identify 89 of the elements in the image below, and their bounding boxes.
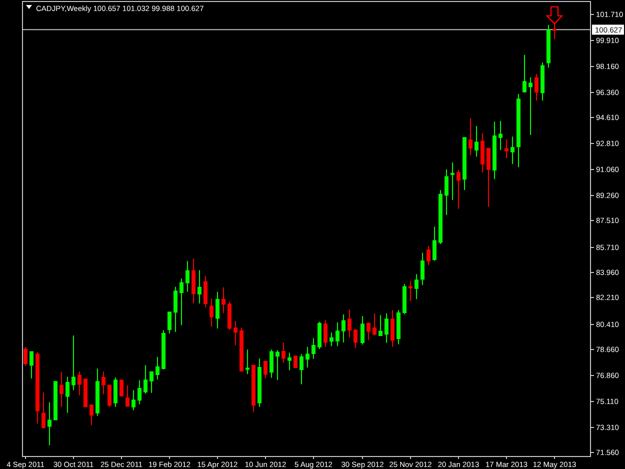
candlestick bbox=[360, 316, 364, 346]
candlestick bbox=[528, 76, 532, 136]
candlestick bbox=[330, 332, 334, 347]
candlestick bbox=[468, 118, 472, 156]
candlestick bbox=[150, 371, 154, 394]
candlestick bbox=[138, 380, 142, 405]
candlestick bbox=[162, 330, 166, 370]
candlestick bbox=[174, 286, 178, 332]
candlestick bbox=[72, 334, 76, 391]
candlestick bbox=[462, 136, 466, 190]
candlestick bbox=[492, 121, 496, 180]
candlestick bbox=[210, 298, 214, 328]
candlestick bbox=[114, 377, 118, 408]
candlestick bbox=[438, 189, 442, 245]
candlestick bbox=[228, 301, 232, 331]
candlestick bbox=[240, 327, 244, 372]
candlestick bbox=[300, 354, 304, 385]
candlestick bbox=[426, 245, 430, 266]
candlestick bbox=[252, 364, 256, 412]
candlestick bbox=[516, 94, 520, 168]
candlestick bbox=[186, 260, 190, 292]
candlestick bbox=[342, 314, 346, 343]
candlestick bbox=[192, 258, 196, 304]
candlestick bbox=[234, 320, 238, 346]
candlestick bbox=[276, 350, 280, 381]
candlestick bbox=[414, 274, 418, 300]
candlestick bbox=[66, 376, 70, 414]
candlestick bbox=[504, 138, 508, 159]
candlestick bbox=[378, 314, 382, 336]
candlestick bbox=[456, 170, 460, 210]
candlestick bbox=[144, 364, 148, 394]
candlestick bbox=[54, 380, 58, 421]
candlestick bbox=[306, 346, 310, 368]
candlestick bbox=[486, 147, 490, 208]
candlestick bbox=[396, 310, 400, 345]
candlestick bbox=[474, 126, 478, 158]
candlestick bbox=[216, 291, 220, 330]
candlestick bbox=[372, 312, 376, 336]
candlestick bbox=[540, 62, 544, 102]
candlestick bbox=[102, 371, 106, 395]
candlestick bbox=[384, 312, 388, 344]
candlestick bbox=[510, 136, 514, 164]
candlestick bbox=[450, 162, 454, 201]
candlestick bbox=[420, 252, 424, 286]
candlestick bbox=[180, 278, 184, 326]
candlestick bbox=[246, 348, 250, 375]
candlestick bbox=[408, 280, 412, 302]
candlestick bbox=[96, 368, 100, 416]
candlestick bbox=[282, 342, 286, 364]
candlestick bbox=[270, 348, 274, 378]
candlestick bbox=[336, 322, 340, 347]
candlestick bbox=[84, 378, 88, 408]
candlestick bbox=[156, 356, 160, 380]
candlestick bbox=[204, 276, 208, 308]
candlestick bbox=[312, 338, 316, 360]
candlestick bbox=[294, 355, 298, 368]
candlestick bbox=[60, 372, 64, 408]
candlestick bbox=[366, 322, 370, 341]
candlestick bbox=[222, 286, 226, 314]
candlestick bbox=[546, 24, 550, 68]
candlestick bbox=[90, 404, 94, 426]
candlestick bbox=[78, 371, 82, 396]
candlestick bbox=[126, 384, 130, 408]
candlestick bbox=[24, 346, 28, 366]
candlestick bbox=[534, 73, 538, 102]
candlestick bbox=[402, 284, 406, 315]
candlestick bbox=[498, 120, 502, 150]
candlestick bbox=[324, 320, 328, 348]
candlestick bbox=[264, 360, 268, 379]
candlestick bbox=[168, 311, 172, 334]
candlestick bbox=[432, 226, 436, 262]
candlestick bbox=[132, 390, 136, 411]
candlestick bbox=[480, 132, 484, 174]
candlestick bbox=[522, 54, 526, 94]
candlestick bbox=[30, 350, 34, 380]
candlestick bbox=[354, 328, 358, 349]
candlestick bbox=[444, 168, 448, 216]
candlestick bbox=[198, 270, 202, 304]
candlestick bbox=[42, 392, 46, 430]
candlestick bbox=[348, 308, 352, 338]
candlestick bbox=[390, 310, 394, 348]
candlestick bbox=[108, 384, 112, 408]
candlestick bbox=[120, 379, 124, 397]
candlestick bbox=[258, 358, 262, 408]
candlestick bbox=[318, 321, 322, 350]
candlestick bbox=[552, 23, 556, 40]
candlestick bbox=[36, 352, 40, 424]
candlestick bbox=[288, 352, 292, 371]
candlestick bbox=[48, 402, 52, 446]
